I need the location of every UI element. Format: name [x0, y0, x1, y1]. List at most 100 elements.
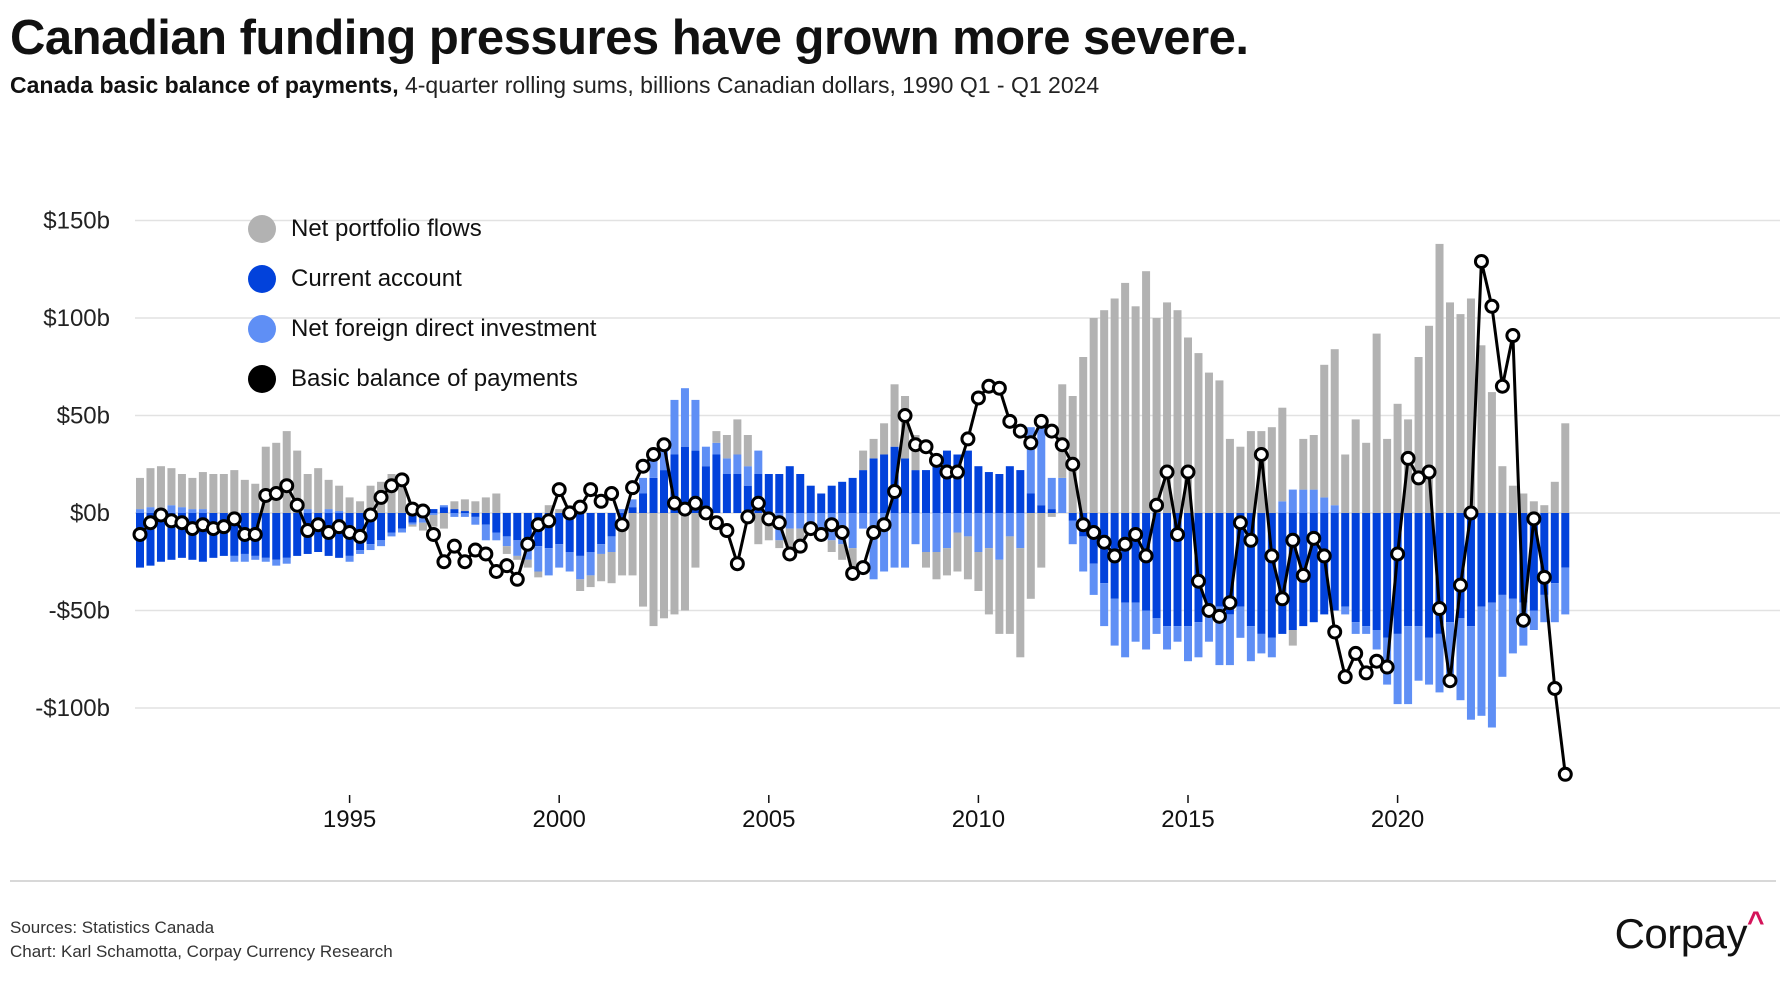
- portfolio-bar: [1341, 454, 1350, 513]
- basic-balance-point: [457, 554, 473, 570]
- current-account-bar: [1005, 466, 1014, 513]
- current-account-bar: [890, 446, 899, 513]
- basic-balance-point: [1002, 413, 1018, 429]
- fdi-bar: [492, 532, 501, 541]
- current-account-bar: [733, 474, 742, 513]
- current-account-bar: [366, 513, 375, 545]
- basic-balance-point: [740, 509, 756, 525]
- fdi-bar: [1215, 606, 1224, 666]
- fdi-bar: [513, 540, 522, 556]
- current-account-bar: [177, 513, 186, 558]
- portfolio-bar: [890, 384, 899, 447]
- legend-swatch-fdi-icon: [248, 315, 276, 343]
- fdi-bar: [680, 388, 689, 447]
- basic-balance-point: [478, 546, 494, 562]
- portfolio-bar: [1466, 298, 1475, 513]
- portfolio-bar: [1425, 325, 1434, 513]
- current-account-bar: [806, 485, 815, 513]
- x-tick-label: 2000: [533, 806, 586, 833]
- current-account-bar: [335, 513, 344, 558]
- basic-balance-point: [1547, 681, 1563, 696]
- fdi-bar: [639, 477, 648, 494]
- fdi-bar: [481, 524, 490, 541]
- current-account-bar: [1288, 513, 1297, 630]
- basic-balance-point: [834, 525, 850, 540]
- fdi-bar: [911, 513, 920, 545]
- fdi-bar: [1393, 633, 1402, 705]
- current-account-bar: [1508, 513, 1517, 599]
- credit-line: Chart: Karl Schamotta, Corpay Currency R…: [10, 942, 393, 961]
- fdi-bar: [586, 552, 595, 576]
- current-account-bar: [1519, 513, 1528, 603]
- current-account-bar: [1477, 513, 1486, 607]
- basic-balance-point: [729, 556, 745, 572]
- fdi-bar: [198, 509, 207, 513]
- basic-balance-point: [960, 431, 976, 447]
- current-account-bar: [544, 513, 553, 549]
- current-account-bar: [722, 474, 731, 513]
- fdi-bar: [1142, 610, 1151, 650]
- portfolio-bar: [460, 499, 469, 512]
- basic-balance-point: [1180, 464, 1196, 480]
- fdi-bar: [1236, 606, 1245, 638]
- portfolio-bar: [492, 493, 501, 513]
- fdi-bar: [1267, 637, 1276, 658]
- basic-balance-point: [132, 526, 148, 542]
- current-account-bar: [146, 513, 155, 566]
- current-account-bar: [1498, 513, 1507, 595]
- portfolio-bar: [1089, 318, 1098, 513]
- portfolio-bar: [1037, 513, 1046, 568]
- current-account-bar: [1173, 513, 1182, 627]
- portfolio-bar: [167, 468, 176, 506]
- fdi-bar: [796, 513, 805, 529]
- basic-balance-point: [1400, 450, 1416, 466]
- basic-balance-point: [1358, 665, 1374, 681]
- fdi-bar: [1026, 427, 1035, 494]
- portfolio-bar: [1299, 438, 1308, 490]
- basic-balance-point: [1170, 526, 1186, 542]
- basic-balance-point: [1421, 464, 1437, 480]
- corpay-logo: Corpay^: [1615, 906, 1765, 958]
- fdi-bar: [1446, 622, 1454, 681]
- portfolio-bar: [848, 548, 857, 572]
- current-account-bar: [1383, 513, 1392, 638]
- portfolio-bar: [1477, 345, 1486, 513]
- fdi-bar: [754, 450, 763, 474]
- basic-balance-point: [446, 538, 462, 554]
- current-account-bar: [1246, 513, 1255, 627]
- portfolio-bar: [387, 474, 396, 513]
- portfolio-bar: [1288, 630, 1297, 646]
- portfolio-bar: [272, 442, 281, 513]
- fdi-bar: [345, 555, 354, 562]
- fdi-bar: [1456, 618, 1465, 701]
- portfolio-bar: [838, 544, 847, 560]
- chart-svg: -$100b -$50b $0b $50b $100b $150b 1995 2000 200…: [35, 208, 1780, 833]
- x-tick-label: 1995: [323, 806, 376, 833]
- fdi-bar: [932, 513, 941, 552]
- fdi-bar: [1225, 614, 1234, 666]
- y-tick-label: $150b: [43, 208, 110, 235]
- x-tick-label: 2010: [952, 806, 1005, 833]
- current-account-bar: [942, 450, 951, 513]
- portfolio-bar: [785, 528, 794, 549]
- basic-balance-point: [1232, 515, 1248, 531]
- portfolio-bar: [136, 477, 144, 510]
- fdi-bar: [1362, 626, 1371, 634]
- fdi-bar: [282, 557, 291, 564]
- current-account-bar: [1152, 513, 1161, 619]
- basic-balance-point: [583, 482, 599, 498]
- portfolio-bar: [1508, 485, 1517, 513]
- current-account-bar: [586, 513, 595, 552]
- basic-balance-point: [1442, 673, 1458, 689]
- current-account-bar: [1362, 513, 1371, 627]
- portfolio-bar: [722, 435, 731, 459]
- current-account-bar: [911, 470, 920, 513]
- fdi-bar: [1341, 606, 1350, 615]
- legend-label: Basic balance of payments: [291, 365, 578, 392]
- current-account-bar: [1278, 513, 1287, 634]
- portfolio-bar: [1026, 513, 1035, 599]
- basic-balance-point: [1463, 505, 1479, 521]
- basic-balance-point: [1044, 423, 1060, 439]
- current-account-bar: [848, 477, 857, 513]
- fdi-bar: [1037, 419, 1046, 506]
